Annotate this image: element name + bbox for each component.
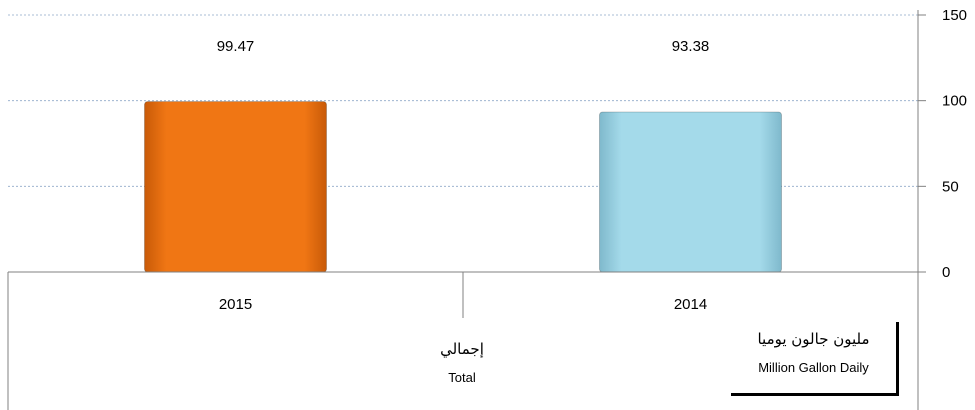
group-label: إجمالي Total bbox=[380, 340, 544, 385]
unit-label-arabic: مليون جالون يوميا bbox=[731, 330, 896, 348]
bar-2015 bbox=[145, 102, 327, 272]
bars bbox=[145, 102, 782, 272]
data-label-2014: 93.38 bbox=[672, 38, 710, 55]
unit-label-english: Million Gallon Daily bbox=[731, 360, 896, 375]
group-label-english: Total bbox=[380, 370, 544, 385]
x-tick-label-2015: 2015 bbox=[219, 296, 252, 313]
y-tick-label-2: 100 bbox=[942, 93, 967, 110]
bar-2014 bbox=[600, 112, 782, 272]
y-tick-label-1: 50 bbox=[942, 178, 959, 195]
y-tick-label-3: 150 bbox=[942, 7, 967, 24]
unit-label-box: مليون جالون يوميا Million Gallon Daily bbox=[731, 322, 899, 396]
labels: 0 50 100 150 99.47 2015 93.38 2014 bbox=[217, 7, 967, 313]
x-tick-label-2014: 2014 bbox=[674, 296, 707, 313]
y-tick-label-0: 0 bbox=[942, 264, 950, 281]
data-label-2015: 99.47 bbox=[217, 38, 255, 55]
group-label-arabic: إجمالي bbox=[380, 340, 544, 358]
